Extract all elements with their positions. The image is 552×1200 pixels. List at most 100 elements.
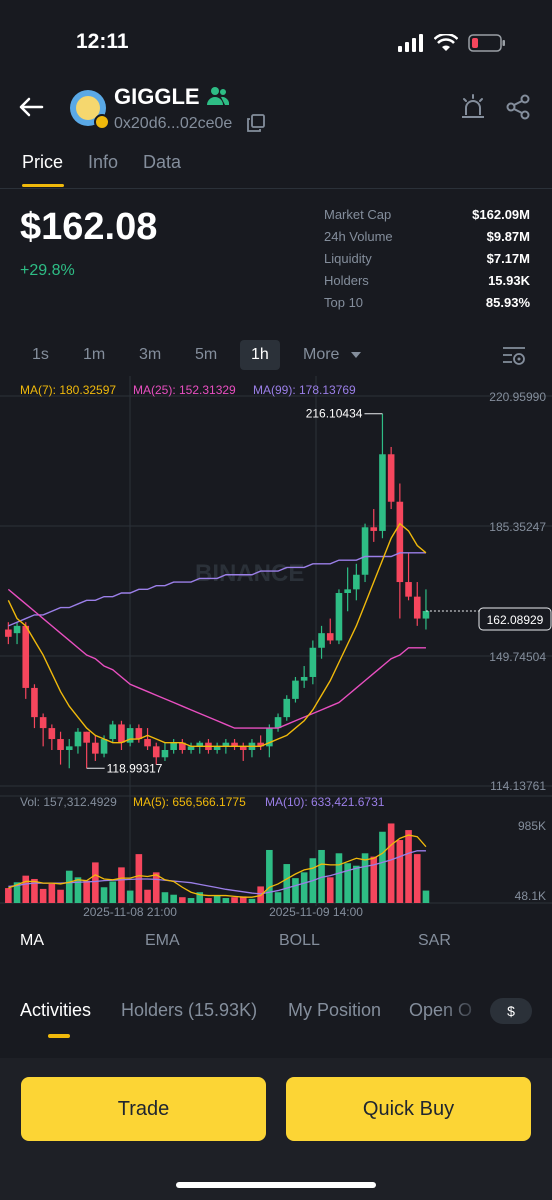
volume-bar (326, 877, 334, 903)
volume-bar (65, 870, 73, 903)
candle-body (109, 724, 117, 740)
chart-settings-icon[interactable] (502, 345, 526, 365)
candle-body (353, 574, 360, 590)
chart-grid (0, 376, 552, 906)
candle-body (152, 746, 160, 758)
volume-bar (31, 878, 38, 903)
volume-bar (387, 823, 395, 903)
indicator-ema[interactable]: EMA (145, 932, 180, 949)
tab-holders[interactable]: Holders (15.93K) (121, 1000, 258, 1020)
volume-bar (100, 887, 108, 903)
volume-bar (5, 888, 12, 903)
candle-body (74, 731, 82, 747)
volume-bar (422, 890, 430, 903)
candle-body (396, 501, 404, 583)
candle-body (370, 527, 378, 531)
tab-my-position[interactable]: My Position (288, 1000, 382, 1020)
tab-info[interactable]: Info (88, 152, 119, 172)
volume-bar (109, 881, 117, 903)
high-label: 216.10434 (306, 407, 363, 421)
time-axis-label: 2025-11-09 14:00 (269, 905, 363, 916)
price-tag: 162.08929 (487, 613, 544, 627)
price-chart[interactable]: BINANCE MA(7): 180.32597 MA(25): 152.313… (0, 376, 552, 916)
candle-body (83, 731, 90, 743)
volume-bar (83, 880, 90, 903)
time-axis-label: 2025-11-08 21:00 (83, 905, 177, 916)
candle-body (126, 728, 134, 743)
candle-body (196, 742, 204, 747)
volume-bar (13, 882, 21, 903)
trade-button[interactable]: Trade (21, 1077, 266, 1141)
timeframe-more[interactable]: More (303, 340, 362, 370)
timeframe-3m[interactable]: 3m (139, 346, 162, 363)
timeframe-1h[interactable]: 1h (240, 340, 280, 370)
volume-bar (239, 896, 247, 903)
price-alert-icon[interactable] (460, 94, 486, 120)
volume-bar (170, 894, 177, 903)
token-name: GIGGLE (114, 84, 200, 109)
ma-lines (7, 522, 427, 748)
volume-bar (353, 865, 360, 903)
volume-bar (57, 889, 64, 903)
stat-top-10: Top 10 85.93% (324, 295, 530, 310)
timeframe-1s[interactable]: 1s (32, 346, 49, 363)
candle-body (387, 454, 395, 502)
indicator-boll[interactable]: BOLL (279, 932, 320, 949)
volume-bar (379, 831, 386, 903)
volume-legend: Vol: 157,312.4929 (20, 795, 117, 809)
volume-bar (361, 853, 369, 903)
candle-body (213, 746, 221, 750)
ma7-line (7, 522, 427, 748)
price-axis-label: 114.13761 (490, 779, 546, 793)
candle-body (118, 724, 125, 743)
volume-bar (300, 872, 308, 903)
volume-ma10-legend: MA(10): 633,421.6731 (265, 795, 385, 809)
price-axis-label: 185.35247 (489, 520, 546, 534)
candle-body (361, 527, 369, 575)
back-arrow-icon[interactable] (16, 92, 46, 122)
ma99-line (8, 552, 426, 627)
volume-axis-label: 48.1K (515, 889, 546, 903)
price-axis-label: 220.95990 (489, 390, 546, 404)
quick-buy-button[interactable]: Quick Buy (286, 1077, 531, 1141)
volume-bar (370, 856, 378, 903)
low-label: 118.99317 (107, 761, 163, 775)
price-tag-box (478, 607, 552, 631)
volume-bar (161, 892, 169, 903)
indicator-sar[interactable]: SAR (418, 932, 451, 949)
tab-activities[interactable]: Activities (20, 1000, 92, 1020)
volume-bar (118, 867, 125, 903)
timeframe-5m[interactable]: 5m (195, 346, 218, 363)
candle-body (48, 728, 56, 740)
copy-icon[interactable] (247, 114, 265, 132)
volume-bar (92, 862, 99, 903)
share-icon[interactable] (506, 94, 530, 120)
volume-axis-label: 985K (518, 819, 546, 833)
volume-ma5-legend: MA(5): 656,566.1775 (133, 795, 246, 809)
candle-body (5, 629, 12, 637)
candle-body (22, 625, 30, 688)
tab-data[interactable]: Data (143, 152, 182, 172)
candle-body (13, 625, 21, 634)
volume-bar (266, 849, 273, 903)
wifi-icon (434, 34, 458, 51)
volume-bar (222, 898, 230, 903)
token-logo (70, 90, 110, 130)
timeframe-1m[interactable]: 1m (83, 346, 106, 363)
candle-body (274, 717, 282, 729)
indicator-ma[interactable]: MA (20, 932, 44, 949)
candle-body (100, 739, 108, 754)
volume-bars (5, 823, 430, 903)
volume-ma5-line (8, 834, 427, 898)
currency-toggle[interactable]: $ (490, 998, 532, 1024)
status-time: 12:11 (76, 30, 129, 53)
volume-bar (144, 889, 151, 903)
candle-body (57, 739, 64, 750)
tab-price[interactable]: Price (22, 152, 64, 172)
candle-body (179, 742, 186, 750)
candle-body (335, 593, 343, 641)
volume-bar (22, 875, 30, 903)
candle-body (283, 698, 291, 718)
candle-body (379, 454, 386, 531)
price-axis-label: 149.74504 (489, 650, 546, 664)
